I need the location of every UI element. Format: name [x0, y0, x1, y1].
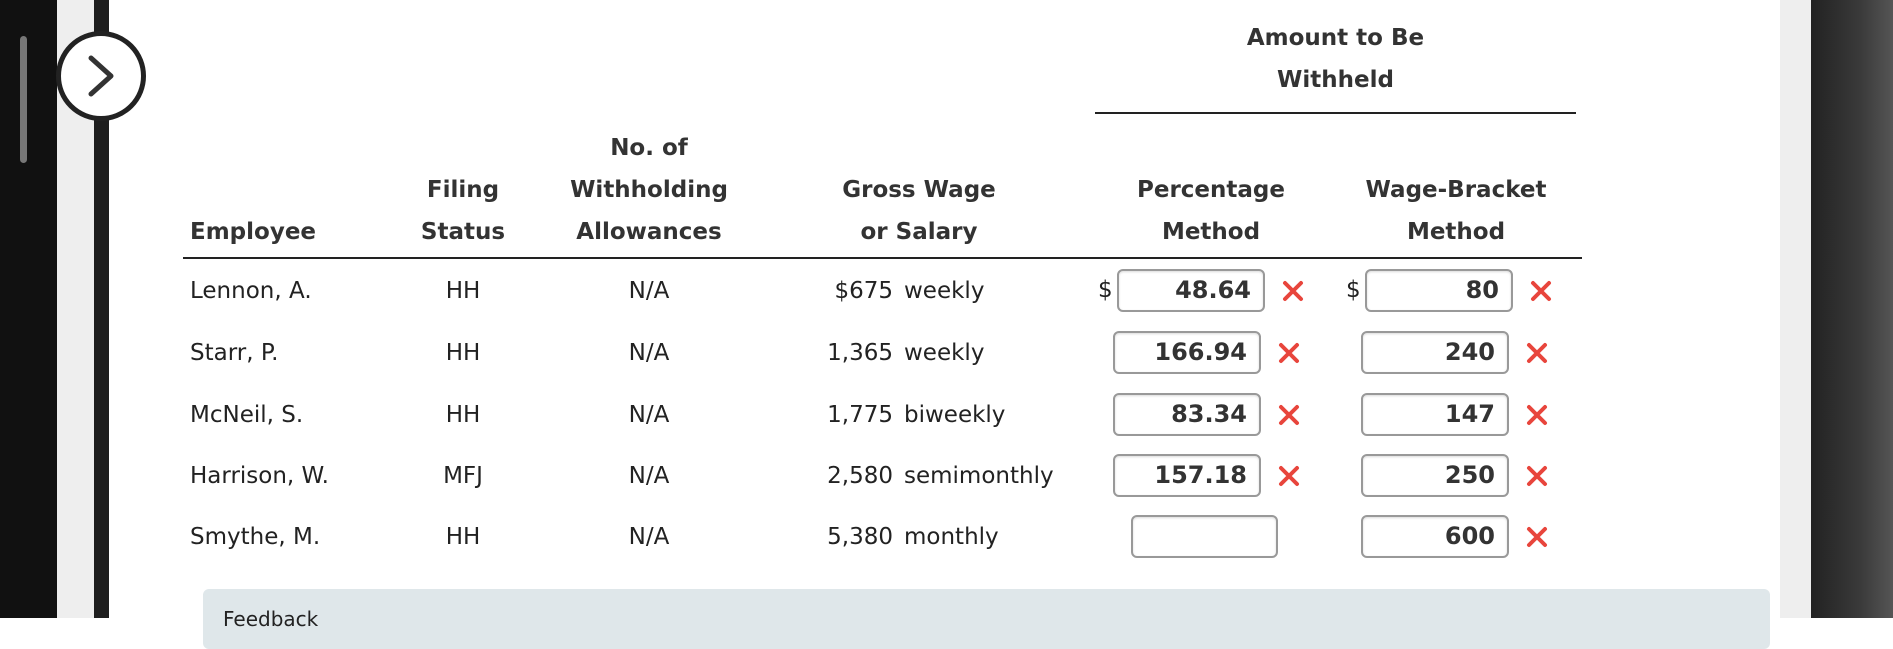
employee-name: Lennon, A. [190, 278, 312, 304]
filing-status: HH [445, 524, 481, 550]
wage-bracket-input[interactable]: 250 [1361, 454, 1509, 497]
percentage-input[interactable] [1131, 515, 1278, 558]
filing-status: MFJ [443, 463, 483, 489]
currency-sign: $ [1346, 277, 1361, 303]
incorrect-icon [1277, 464, 1301, 488]
incorrect-icon [1277, 341, 1301, 365]
header-line: Percentage [1137, 177, 1285, 203]
pay-period: biweekly [904, 402, 1006, 428]
employee-name: McNeil, S. [190, 402, 304, 428]
wage-bracket-input[interactable]: 600 [1361, 515, 1509, 558]
incorrect-icon [1525, 403, 1549, 427]
gross-wage: 5,380 [827, 524, 893, 550]
pay-period: weekly [904, 340, 985, 366]
gross-wage: 2,580 [827, 463, 893, 489]
header-line: Withholding [570, 177, 728, 203]
incorrect-icon [1277, 403, 1301, 427]
percentage-input[interactable]: 83.34 [1113, 393, 1261, 436]
header-line: Employee [190, 219, 317, 245]
feedback-title: Feedback [223, 607, 319, 631]
wage-bracket-input[interactable]: 147 [1361, 393, 1509, 436]
incorrect-icon [1525, 464, 1549, 488]
header-line: Method [1406, 219, 1506, 245]
incorrect-icon [1525, 525, 1549, 549]
pay-period: monthly [904, 524, 999, 550]
percentage-input[interactable]: 157.18 [1113, 454, 1261, 497]
allowances: N/A [628, 524, 670, 550]
column-header: Wage-Bracket Method [1321, 169, 1591, 253]
header-line: Status [420, 219, 506, 245]
wage-bracket-input[interactable]: 240 [1361, 331, 1509, 374]
column-header: No. of Withholding Allowances [549, 127, 749, 253]
divider [94, 0, 109, 618]
column-header: Employee [190, 211, 316, 253]
expand-button[interactable] [56, 31, 146, 121]
pay-period: semimonthly [904, 463, 1054, 489]
header-line: No. of [610, 135, 688, 161]
gross-wage: 1,365 [827, 340, 893, 366]
chevron-icon [88, 55, 114, 97]
group-header: Amount to Be Withheld [1095, 17, 1576, 101]
header-line: Withheld [1277, 67, 1394, 93]
gross-wage: $675 [834, 278, 893, 304]
allowances: N/A [628, 278, 670, 304]
right-bar [1811, 0, 1893, 618]
column-header: Filing Status [403, 169, 523, 253]
header-line: Amount to Be [1246, 25, 1425, 51]
percentage-input[interactable]: 48.64 [1117, 269, 1265, 312]
employee-name: Harrison, W. [190, 463, 329, 489]
header-line: Gross Wage [842, 177, 996, 203]
filing-status: HH [445, 340, 481, 366]
header-line: Filing [426, 177, 500, 203]
left-bar [0, 0, 57, 618]
employee-name: Smythe, M. [190, 524, 321, 550]
percentage-input[interactable]: 166.94 [1113, 331, 1261, 374]
scrollbar[interactable] [20, 36, 27, 163]
allowances: N/A [628, 340, 670, 366]
group-underline [1095, 112, 1576, 114]
column-header: Percentage Method [1111, 169, 1311, 253]
filing-status: HH [445, 278, 481, 304]
header-line: Method [1161, 219, 1261, 245]
header-line: Allowances [576, 219, 722, 245]
header-rule [183, 257, 1582, 259]
header-line: Wage-Bracket [1365, 177, 1547, 203]
allowances: N/A [628, 463, 670, 489]
incorrect-icon [1525, 341, 1549, 365]
filing-status: HH [445, 402, 481, 428]
right-strip [1780, 0, 1811, 618]
employee-name: Starr, P. [190, 340, 279, 366]
pay-period: weekly [904, 278, 985, 304]
allowances: N/A [628, 402, 670, 428]
currency-sign: $ [1098, 277, 1113, 303]
header-line: or Salary [860, 219, 978, 245]
wage-bracket-input[interactable]: 80 [1365, 269, 1513, 312]
incorrect-icon [1281, 279, 1305, 303]
gross-wage: 1,775 [827, 402, 893, 428]
column-header: Gross Wage or Salary [794, 169, 1044, 253]
incorrect-icon [1529, 279, 1553, 303]
feedback-panel: Feedback [203, 589, 1770, 649]
